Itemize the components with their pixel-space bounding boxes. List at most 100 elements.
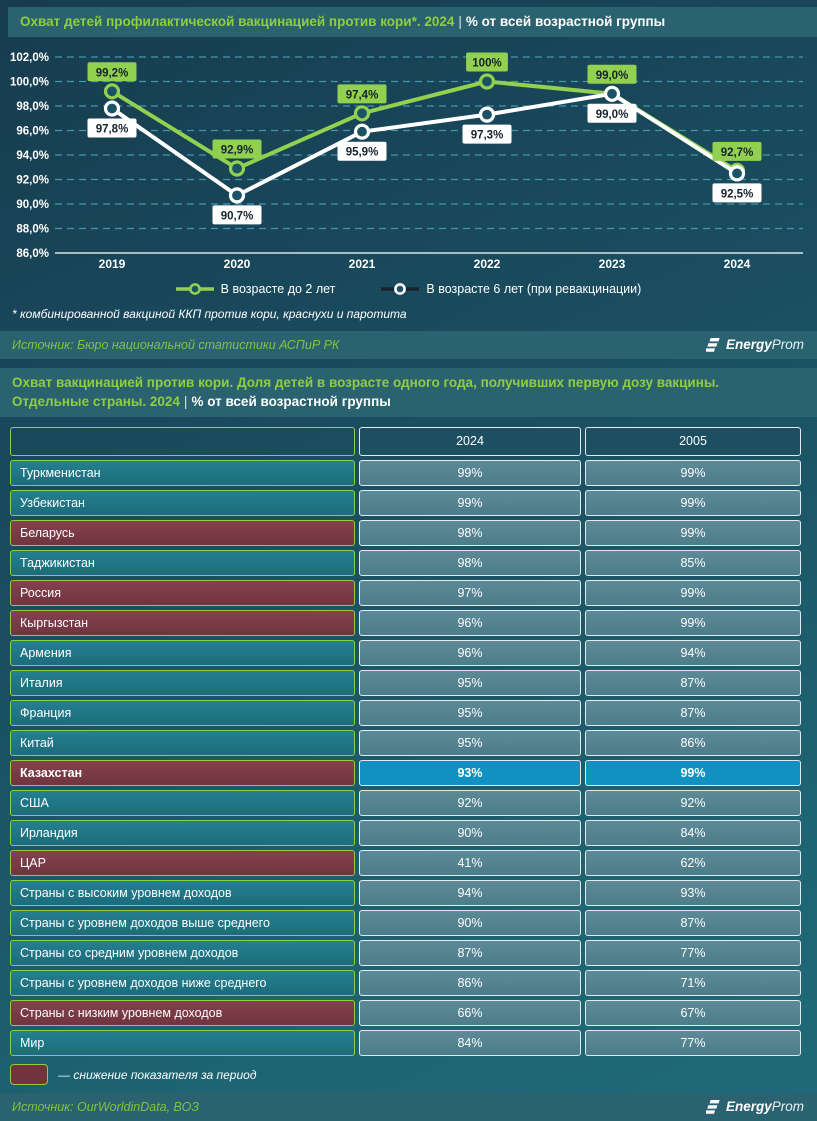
- data-label-value: 92,7%: [721, 146, 754, 158]
- value-2024-cell: 95%: [359, 699, 581, 726]
- value-2005-cell: 92%: [585, 789, 801, 816]
- value-2005-cell: 99%: [585, 519, 801, 546]
- data-label-value: 100%: [472, 57, 501, 69]
- country-cell: Туркменистан: [10, 459, 355, 486]
- data-label-value: 92,5%: [721, 188, 754, 200]
- value-2024-cell: 96%: [359, 639, 581, 666]
- value-2005-cell: 87%: [585, 669, 801, 696]
- value-2005-cell: 99%: [585, 489, 801, 516]
- series-line: [110, 91, 739, 197]
- country-cell: Казахстан: [10, 759, 355, 786]
- value-2005-cell: 67%: [585, 999, 801, 1026]
- chart-title-units: % от всей возрастной группы: [465, 14, 666, 29]
- y-axis-tick-label: 102,0%: [10, 52, 49, 64]
- legend-item: В возрасте 6 лет (при ревакцинации): [381, 282, 641, 296]
- data-label-box: [212, 204, 262, 224]
- table-title-units: % от всей возрастной группы: [191, 394, 391, 410]
- value-2024-cell: 95%: [359, 729, 581, 756]
- data-label-box: [212, 139, 262, 159]
- data-label-value: 97,3%: [471, 129, 504, 141]
- country-vaccination-table: 2024 2005 Туркменистан 99% 99% Узбекистан 99% 9…: [10, 426, 807, 1056]
- country-cell: Беларусь: [10, 519, 355, 546]
- decline-legend: — снижение показателя за период: [10, 1063, 817, 1087]
- value-2024-cell: 87%: [359, 939, 581, 966]
- data-label-value: 97,8%: [96, 123, 129, 135]
- data-label-box: [337, 83, 387, 103]
- table-title-line2: Отдельные страны. 2024: [12, 394, 180, 410]
- value-2024-cell: 99%: [359, 459, 581, 486]
- energyprom-logo-text: EnergyProm: [725, 337, 804, 353]
- country-cell: Страны со средним уровнем доходов: [10, 939, 355, 966]
- country-cell: Китай: [10, 729, 355, 756]
- series-line: [110, 79, 739, 173]
- energyprom-logo: EnergyProm: [705, 1099, 804, 1115]
- legend-line-marker-icon: [381, 282, 420, 295]
- data-label-box: [462, 124, 512, 144]
- value-2005-cell: 99%: [585, 579, 801, 606]
- energyprom-logo-text: EnergyProm: [725, 1099, 804, 1115]
- energyprom-logo-icon: [705, 337, 720, 352]
- title-divider: |: [458, 14, 462, 29]
- data-label-value: 92,9%: [221, 144, 254, 156]
- table-header-2024: 2024: [359, 426, 581, 456]
- country-cell: Страны с низким уровнем доходов: [10, 999, 355, 1026]
- value-2005-cell: 87%: [585, 699, 801, 726]
- y-axis-tick-label: 94,0%: [16, 150, 49, 162]
- country-cell: Ирландия: [10, 819, 355, 846]
- table-header-empty: [10, 426, 355, 456]
- decline-note: — снижение показателя за период: [58, 1067, 257, 1082]
- country-cell: ЦАР: [10, 849, 355, 876]
- data-point-marker: [478, 72, 496, 90]
- value-2005-cell: 99%: [585, 609, 801, 636]
- x-axis-year-label: 2022: [474, 257, 501, 271]
- source-text-1: Источник: Бюро национальной статистики А…: [12, 337, 340, 352]
- x-axis-year-label: 2023: [599, 257, 626, 271]
- chart-title: Охват детей профилактической вакцинацией…: [20, 14, 455, 29]
- value-2005-cell: 86%: [585, 729, 801, 756]
- value-2024-cell: 86%: [359, 969, 581, 996]
- table-title-bar: Охват вакцинацией против кори. Доля дете…: [0, 367, 817, 417]
- country-cell: Страны с высоким уровнем доходов: [10, 879, 355, 906]
- legend-label: В возрасте 6 лет (при ревакцинации): [426, 281, 642, 296]
- chart-footnote: * комбинированной вакциной ККП против ко…: [12, 306, 407, 321]
- data-label-box: [87, 118, 137, 138]
- y-axis-tick-label: 86,0%: [16, 248, 49, 260]
- data-label-box: [337, 141, 387, 161]
- y-axis-tick-label: 96,0%: [16, 125, 49, 137]
- data-label-box: [87, 61, 137, 81]
- y-axis-tick-label: 88,0%: [16, 223, 49, 235]
- x-axis-year-label: 2019: [99, 257, 126, 271]
- country-cell: Италия: [10, 669, 355, 696]
- decline-swatch: [10, 1064, 48, 1086]
- country-cell: США: [10, 789, 355, 816]
- value-2005-cell: 84%: [585, 819, 801, 846]
- value-2024-cell: 90%: [359, 819, 581, 846]
- country-cell: Армения: [10, 639, 355, 666]
- data-label-box: [587, 103, 637, 123]
- country-cell: Кыргызстан: [10, 609, 355, 636]
- value-2005-cell: 93%: [585, 879, 801, 906]
- data-label-box: [712, 182, 762, 202]
- energyprom-logo-icon: [705, 1099, 720, 1114]
- value-2005-cell: 85%: [585, 549, 801, 576]
- value-2005-cell: 62%: [585, 849, 801, 876]
- vaccination-line-chart: 102,0% 100,0% 98,0% 96,0% 94,0% 92,0% 90,0% 88,…: [10, 52, 803, 271]
- value-2005-cell: 87%: [585, 909, 801, 936]
- table-header-2005: 2005: [585, 426, 801, 456]
- country-cell: Франция: [10, 699, 355, 726]
- legend-label: В возрасте до 2 лет: [220, 281, 336, 296]
- value-2024-cell: 99%: [359, 489, 581, 516]
- country-cell: Узбекистан: [10, 489, 355, 516]
- data-point-marker: [353, 104, 371, 121]
- legend-item: В возрасте до 2 лет: [175, 281, 336, 296]
- legend-line-marker-icon: [175, 282, 214, 295]
- data-point-marker: [728, 164, 746, 182]
- country-cell: Россия: [10, 579, 355, 606]
- value-2024-cell: 94%: [359, 879, 581, 906]
- data-label-box: [587, 64, 637, 84]
- table-title-divider: |: [183, 394, 188, 410]
- source-bar-1: Источник: Бюро национальной статистики А…: [0, 330, 817, 359]
- value-2024-cell: 98%: [359, 519, 581, 546]
- y-axis-tick-label: 90,0%: [16, 199, 49, 211]
- country-cell: Таджикистан: [10, 549, 355, 576]
